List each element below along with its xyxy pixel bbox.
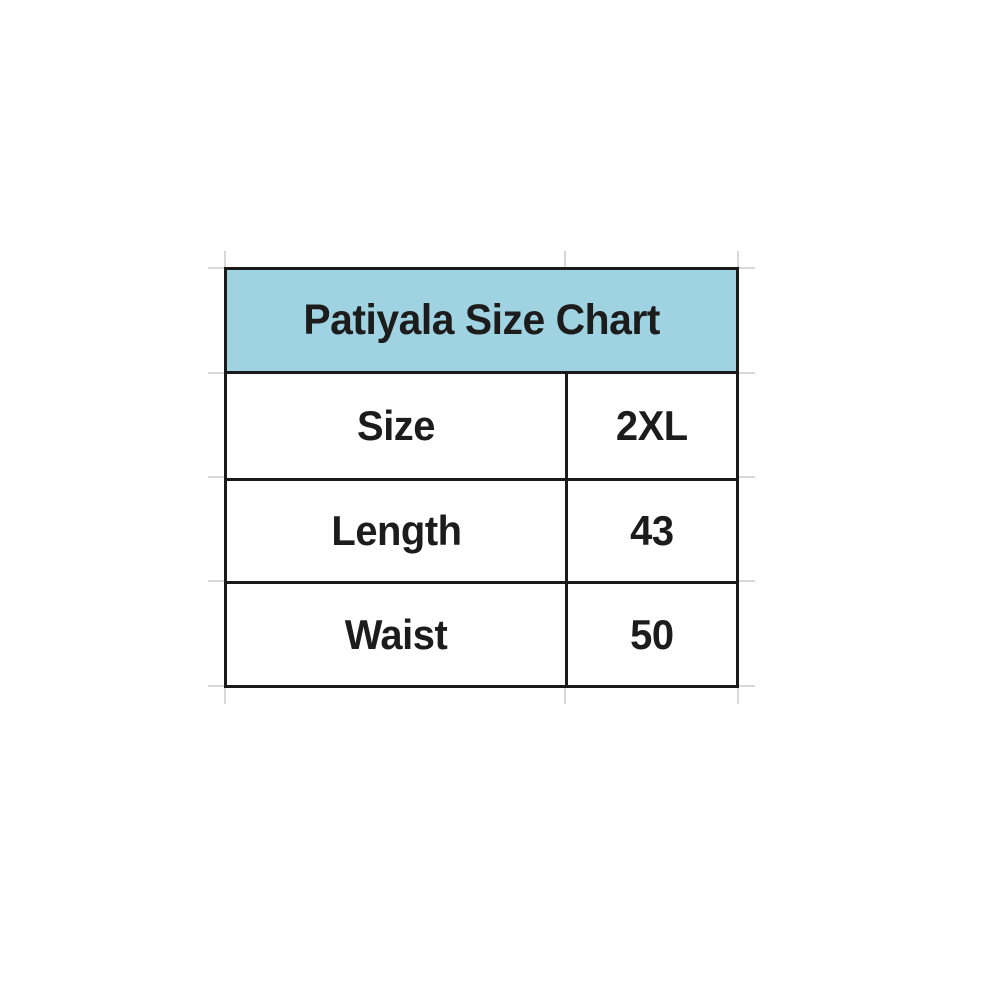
table-title: Patiyala Size Chart — [303, 295, 660, 344]
table-title-cell: Patiyala Size Chart — [227, 270, 736, 374]
row-value-length: 43 — [630, 506, 674, 554]
size-chart-table: Patiyala Size Chart Size 2XL Length 43 W… — [224, 267, 739, 688]
row-label-length: Length — [330, 506, 462, 554]
table-row-length-label-cell: Length — [227, 477, 565, 582]
row-value-waist: 50 — [630, 610, 674, 658]
row-label-size: Size — [357, 401, 435, 449]
table-row-size-value-cell: 2XL — [565, 373, 736, 478]
table-row-length-value-cell: 43 — [565, 477, 736, 582]
row-value-size: 2XL — [616, 401, 688, 449]
table-row-size-label-cell: Size — [227, 374, 565, 478]
table-row-waist-value-cell: 50 — [565, 581, 736, 685]
table-row-waist-label-cell: Waist — [227, 581, 565, 685]
row-label-waist: Waist — [344, 610, 448, 658]
